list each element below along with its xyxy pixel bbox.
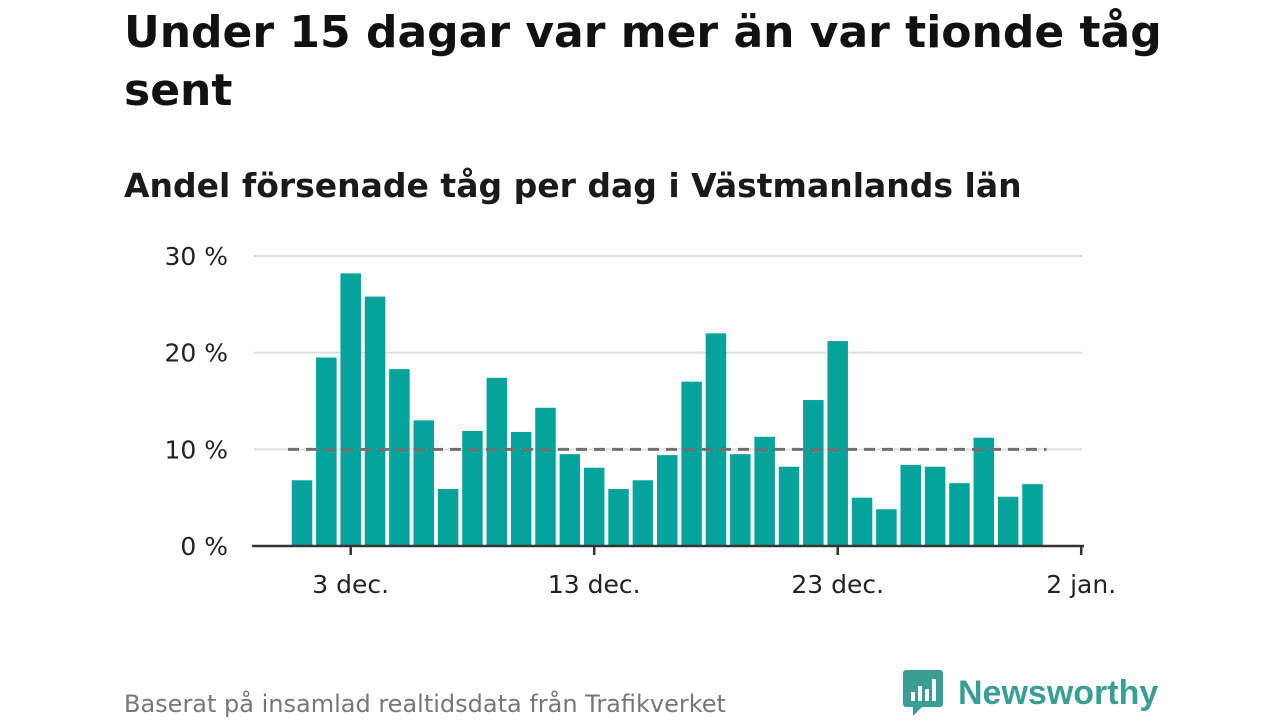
bar xyxy=(632,480,654,546)
bar xyxy=(364,296,386,546)
source-note: Baserat på insamlad realtidsdata från Tr… xyxy=(124,690,726,718)
bar xyxy=(657,455,678,546)
bar xyxy=(900,464,921,546)
bar xyxy=(851,497,873,546)
bar xyxy=(510,431,532,546)
bar-chart: 0 % 10 % 20 % 30 % 3 dec. 13 dec. 23 dec. 2 ja… xyxy=(164,242,1116,599)
bar xyxy=(876,509,897,546)
bar xyxy=(997,496,1019,546)
bar xyxy=(705,333,727,546)
bar xyxy=(316,357,337,546)
bar xyxy=(462,430,483,546)
brand-name: Newsworthy xyxy=(958,674,1159,712)
y-axis-labels: 0 % 10 % 20 % 30 % xyxy=(164,242,228,561)
x-tick-label: 2 jan. xyxy=(1046,570,1116,599)
newsworthy-logo-icon xyxy=(903,670,943,716)
bar xyxy=(340,273,361,546)
bar xyxy=(608,488,629,546)
chart-title: Under 15 dagar var mer än var tionde tåg… xyxy=(124,7,1162,116)
bar xyxy=(681,381,702,546)
bar xyxy=(730,454,751,546)
bar xyxy=(486,377,508,546)
bar xyxy=(583,467,605,546)
x-tick-label: 23 dec. xyxy=(791,570,884,599)
bar xyxy=(973,437,995,546)
bar xyxy=(437,488,459,546)
brand-logo: Newsworthy xyxy=(902,668,1158,718)
y-tick-label: 20 % xyxy=(164,339,228,368)
bar xyxy=(1022,484,1043,546)
x-axis: 3 dec. 13 dec. 23 dec. 2 jan. xyxy=(252,544,1116,599)
bar xyxy=(803,400,824,546)
bar xyxy=(535,407,556,546)
bar xyxy=(291,480,313,546)
y-tick-label: 30 % xyxy=(164,242,228,271)
x-tick-label: 13 dec. xyxy=(548,570,641,599)
chart-subtitle: Andel försenade tåg per dag i Västmanlan… xyxy=(124,166,1022,205)
y-tick-label: 10 % xyxy=(164,435,228,464)
bar xyxy=(778,466,800,546)
bar xyxy=(949,483,970,546)
bar xyxy=(924,466,946,546)
bar xyxy=(827,341,848,546)
bars xyxy=(291,273,1043,546)
bar xyxy=(754,436,775,546)
x-tick-label: 3 dec. xyxy=(312,570,389,599)
bar xyxy=(413,420,434,546)
bar xyxy=(389,369,410,546)
y-tick-label: 0 % xyxy=(180,532,228,561)
bar xyxy=(559,454,581,546)
